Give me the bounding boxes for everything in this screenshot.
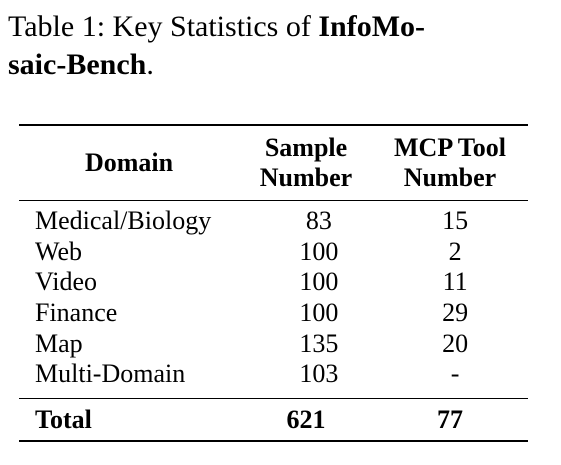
cell-sample: 83 xyxy=(305,206,332,236)
caption-prefix: Table 1: Key Statistics of xyxy=(8,10,319,43)
table-row: Web 100 2 xyxy=(19,237,528,268)
header-sample-number: Sample Number xyxy=(241,133,371,193)
table-row: Medical/Biology 83 15 xyxy=(19,206,528,237)
table-row: Finance 100 29 xyxy=(19,298,528,329)
cell-sample: 100 xyxy=(299,236,339,266)
header-mcp-line2: Number xyxy=(403,163,497,192)
cell-mcp: 15 xyxy=(442,206,469,236)
cell-mcp: 2 xyxy=(448,236,462,266)
caption-suffix: . xyxy=(146,48,154,81)
cell-mcp: - xyxy=(450,359,460,389)
table-row: Multi-Domain 103 - xyxy=(19,359,528,390)
total-separator-rule xyxy=(19,398,528,399)
table-bottom-rule xyxy=(19,440,528,442)
header-mcp-line1: MCP Tool xyxy=(394,133,506,162)
total-mcp: 77 xyxy=(437,405,463,434)
header-rule xyxy=(19,200,528,201)
cell-mcp: 11 xyxy=(442,267,468,297)
cell-domain: Video xyxy=(35,267,97,297)
table-row: Map 135 20 xyxy=(19,328,528,359)
cell-sample: 100 xyxy=(299,298,339,328)
cell-mcp: 20 xyxy=(442,328,469,358)
table-row: Video 100 11 xyxy=(19,267,528,298)
header-sample-line1: Sample xyxy=(264,133,348,162)
total-sample: 621 xyxy=(286,405,326,434)
cell-domain: Map xyxy=(35,328,83,358)
caption-bench-name: InfoMo-saic-Bench xyxy=(8,10,425,81)
cell-mcp: 29 xyxy=(442,298,469,328)
cell-domain: Medical/Biology xyxy=(35,206,212,236)
cell-domain: Finance xyxy=(35,298,118,328)
cell-domain: Multi-Domain xyxy=(35,359,186,389)
header-sample-line2: Number xyxy=(259,163,353,192)
header-mcp-tool-number: MCP Tool Number xyxy=(375,133,525,193)
cell-sample: 135 xyxy=(299,328,339,358)
table-body: Medical/Biology 83 15 Web 100 2 Video 10… xyxy=(19,206,528,390)
total-label: Total xyxy=(35,405,92,434)
table-caption: Table 1: Key Statistics of InfoMo-saic-B… xyxy=(8,8,553,84)
table-top-rule xyxy=(19,124,528,126)
cell-domain: Web xyxy=(35,236,82,266)
header-domain: Domain xyxy=(84,148,174,177)
cell-sample: 103 xyxy=(299,359,339,389)
cell-sample: 100 xyxy=(299,267,339,297)
